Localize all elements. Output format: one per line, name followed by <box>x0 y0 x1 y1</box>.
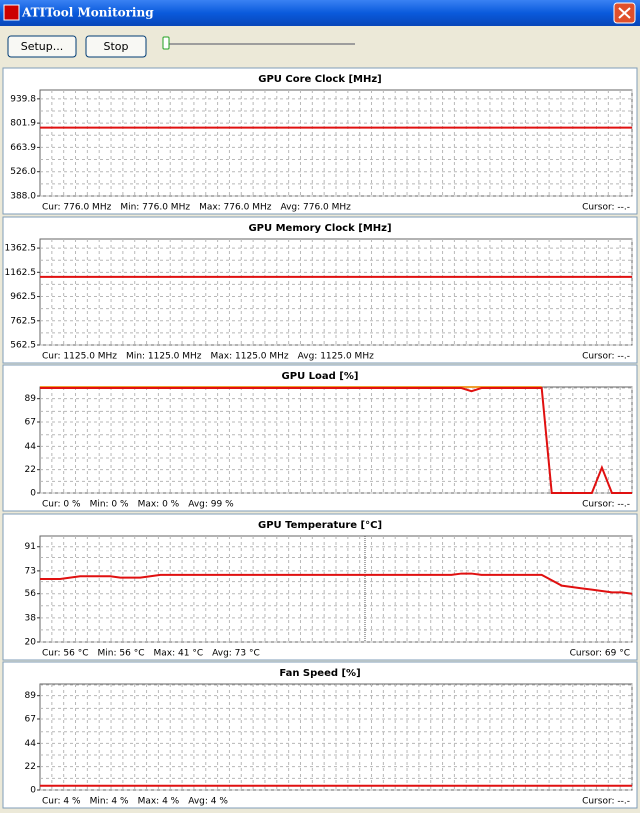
y-tick-label: 762.5 <box>10 316 36 326</box>
series-line <box>40 572 633 595</box>
close-icon <box>618 7 631 19</box>
chart-title: GPU Memory Clock [MHz] <box>248 223 391 234</box>
stat-text: Min: 56 °C <box>98 649 145 659</box>
y-tick-label: 67 <box>25 714 36 724</box>
y-tick-label: 73 <box>25 566 36 576</box>
chart-title: GPU Temperature [°C] <box>258 520 382 531</box>
y-tick-label: 0 <box>30 489 36 499</box>
stat-text: Cur: 4 % <box>42 797 81 807</box>
stat-text: Avg: 776.0 MHz <box>280 203 351 213</box>
y-tick-label: 1162.5 <box>5 268 37 278</box>
cursor-text: Cursor: --.- <box>582 352 630 362</box>
stat-text: Min: 0 % <box>90 500 129 510</box>
window-title: ATITool Monitoring <box>21 6 154 20</box>
y-tick-label: 67 <box>25 417 36 427</box>
cursor-text: Cursor: --.- <box>582 797 630 807</box>
stat-text: Max: 776.0 MHz <box>199 203 272 213</box>
stat-text: Max: 4 % <box>138 797 180 807</box>
stat-text: Cur: 1125.0 MHz <box>42 352 117 362</box>
y-tick-label: 20 <box>25 638 37 648</box>
plot-area <box>39 238 633 346</box>
stat-text: Min: 776.0 MHz <box>120 203 190 213</box>
plot-area <box>39 89 633 197</box>
y-tick-label: 89 <box>25 691 37 701</box>
stat-text: Avg: 4 % <box>188 797 228 807</box>
y-tick-label: 56 <box>25 589 37 599</box>
y-tick-label: 801.9 <box>10 119 36 129</box>
cursor-text: Cursor: --.- <box>582 203 630 213</box>
stop-button[interactable] <box>85 35 147 58</box>
stat-text: Avg: 99 % <box>188 500 234 510</box>
title-bar <box>0 0 640 26</box>
stat-text: Cur: 0 % <box>42 500 81 510</box>
stat-text: Max: 0 % <box>138 500 180 510</box>
y-tick-label: 22 <box>25 465 36 475</box>
stop-label: Stop <box>103 40 128 53</box>
slider-thumb[interactable] <box>162 36 170 50</box>
chart-title: Fan Speed [%] <box>279 668 360 679</box>
cursor-text: Cursor: 69 °C <box>570 649 630 659</box>
stat-text: Min: 1125.0 MHz <box>126 352 202 362</box>
y-tick-label: 44 <box>25 442 37 452</box>
y-tick-label: 526.0 <box>10 167 36 177</box>
plot-area <box>39 386 633 494</box>
cursor-text: Cursor: --.- <box>582 500 630 510</box>
y-tick-label: 939.8 <box>10 94 36 104</box>
stat-text: Max: 1125.0 MHz <box>211 352 289 362</box>
stat-text: Min: 4 % <box>90 797 129 807</box>
stat-text: Cur: 776.0 MHz <box>42 203 112 213</box>
app-icon <box>3 4 20 21</box>
plot-area <box>39 535 633 643</box>
y-tick-label: 663.9 <box>10 143 36 153</box>
chart-title: GPU Core Clock [MHz] <box>258 74 382 85</box>
chart-title: GPU Load [%] <box>282 371 359 382</box>
stat-text: Avg: 1125.0 MHz <box>298 352 374 362</box>
y-tick-label: 38 <box>25 613 37 623</box>
y-tick-label: 22 <box>25 762 36 772</box>
setup-button[interactable] <box>7 35 77 58</box>
stat-text: Max: 41 °C <box>154 649 204 659</box>
y-tick-label: 91 <box>25 542 36 552</box>
y-tick-label: 562.5 <box>10 341 36 351</box>
series-line <box>40 387 632 494</box>
setup-label: Setup... <box>21 40 64 53</box>
y-tick-label: 0 <box>30 786 36 796</box>
stat-text: Cur: 56 °C <box>42 649 89 659</box>
y-tick-label: 44 <box>25 739 37 749</box>
y-tick-label: 962.5 <box>10 292 36 302</box>
y-tick-label: 1362.5 <box>5 244 37 254</box>
y-tick-label: 388.0 <box>10 192 36 202</box>
stat-text: Avg: 73 °C <box>212 649 260 659</box>
y-tick-label: 89 <box>25 394 37 404</box>
